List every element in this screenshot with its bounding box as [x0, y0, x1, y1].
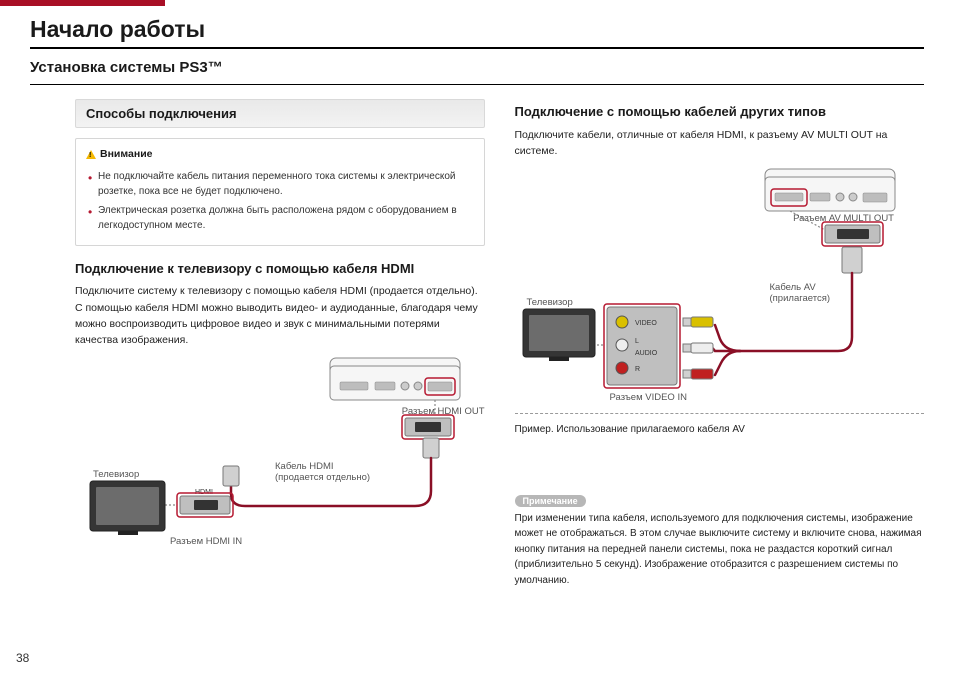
other-cables-body: Подключите кабели, отличные от кабеля HD… — [515, 127, 925, 160]
av-diagram-svg: VIDEO L AUDIO R — [515, 167, 915, 407]
av-multi-out-label: Разъем AV MULTI OUT — [793, 213, 894, 224]
warning-box: Внимание Не подключайте кабель питания п… — [75, 138, 485, 246]
tv-label-right: Телевизор — [527, 297, 573, 308]
av-diagram: VIDEO L AUDIO R — [515, 167, 925, 407]
audio-port-text: AUDIO — [635, 350, 658, 357]
left-column: Способы подключения Внимание Не подключа… — [75, 99, 485, 588]
tv-label: Телевизор — [93, 469, 139, 480]
hdmi-in-label: Разъем HDMI IN — [170, 536, 242, 547]
video-in-label: Разъем VIDEO IN — [610, 392, 687, 403]
svg-text:L: L — [635, 338, 639, 345]
manual-page: Начало работы Установка системы PS3™ Спо… — [0, 0, 954, 673]
other-cables-heading: Подключение с помощью кабелей других тип… — [515, 103, 925, 121]
svg-text:R: R — [635, 366, 640, 373]
video-port-text: VIDEO — [635, 320, 657, 327]
av-cable-label: Кабель AV (прилагается) — [770, 282, 831, 304]
warning-list: Не подключайте кабель питания переменног… — [86, 169, 474, 233]
hdmi-body-text: Подключите систему к телевизору с помощь… — [75, 283, 485, 348]
page-subtitle: Установка системы PS3™ — [30, 59, 924, 85]
warning-item: Электрическая розетка должна быть распол… — [88, 203, 474, 233]
divider — [515, 413, 925, 414]
warning-label: Внимание — [100, 147, 153, 163]
hdmi-heading: Подключение к телевизору с помощью кабел… — [75, 260, 485, 278]
warning-heading: Внимание — [86, 147, 474, 163]
hdmi-out-label: Разъем HDMI OUT — [402, 406, 485, 417]
page-number: 38 — [16, 651, 29, 665]
brand-accent-bar — [0, 0, 165, 6]
content-columns: Способы подключения Внимание Не подключа… — [30, 99, 924, 588]
note-body: При изменении типа кабеля, используемого… — [515, 511, 925, 589]
right-column: Подключение с помощью кабелей других тип… — [515, 99, 925, 588]
note-pill: Примечание — [515, 495, 586, 507]
page-title: Начало работы — [30, 10, 924, 49]
connection-methods-header: Способы подключения — [75, 99, 485, 128]
warning-item: Не подключайте кабель питания переменног… — [88, 169, 474, 199]
av-caption: Пример. Использование прилагаемого кабел… — [515, 422, 925, 438]
hdmi-cable-label: Кабель HDMI (продается отдельно) — [275, 461, 370, 483]
hdmi-diagram-svg: HDMI — [75, 356, 475, 556]
warning-triangle-icon — [86, 150, 96, 159]
hdmi-diagram: HDMI Телевизор Разъем HDMI OUT Кабель HD… — [75, 356, 485, 556]
